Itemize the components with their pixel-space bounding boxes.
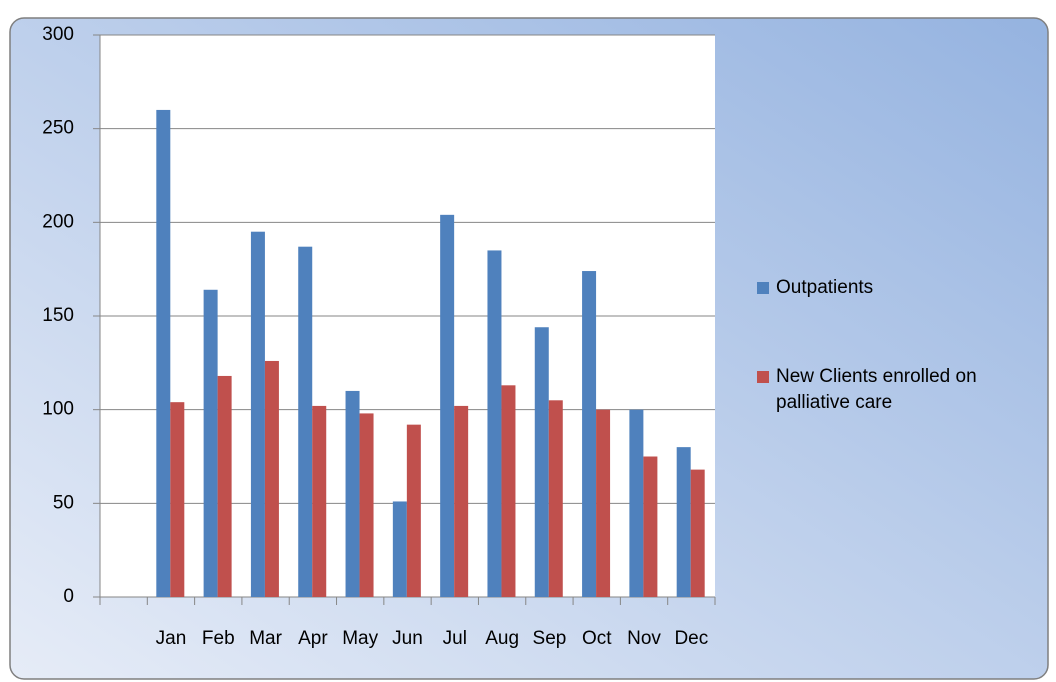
x-tick-label: Oct <box>582 628 612 649</box>
y-tick-label: 0 <box>63 586 74 607</box>
bar <box>690 469 705 597</box>
y-tick-label: 200 <box>42 211 74 232</box>
y-tick-label: 150 <box>42 305 74 326</box>
y-tick-label: 250 <box>42 118 74 139</box>
y-tick-label: 50 <box>53 492 74 513</box>
bar <box>392 501 407 597</box>
x-tick-label: Jun <box>392 628 423 649</box>
bar <box>264 360 279 597</box>
legend-swatch <box>757 282 769 294</box>
y-tick-label: 100 <box>42 399 74 420</box>
x-tick-label: May <box>342 628 378 649</box>
x-tick-label: Feb <box>202 628 235 649</box>
x-tick-label: Mar <box>249 628 282 649</box>
bar <box>298 246 313 598</box>
x-tick-label: Sep <box>533 628 567 649</box>
x-tick-label: Nov <box>627 628 661 649</box>
legend-label: Outpatients <box>776 277 874 298</box>
x-tick-label: Jul <box>443 628 467 649</box>
legend-swatch <box>757 371 769 383</box>
bar <box>487 250 502 597</box>
x-tick-label: Aug <box>485 628 519 649</box>
bar <box>582 271 597 597</box>
y-tick-label: 300 <box>42 24 74 45</box>
x-tick-label: Jan <box>156 628 187 649</box>
bar <box>643 456 658 597</box>
bar <box>170 402 185 597</box>
bar <box>629 409 644 597</box>
bar <box>501 385 516 597</box>
x-tick-label: Apr <box>298 628 328 649</box>
bar <box>440 214 455 597</box>
bar <box>548 400 563 597</box>
bar <box>534 327 549 597</box>
bar <box>345 390 360 597</box>
bar <box>156 109 171 597</box>
bar <box>406 424 421 597</box>
bar <box>676 447 691 597</box>
bar <box>203 289 218 597</box>
bar <box>250 231 265 597</box>
bar <box>359 413 374 597</box>
bar <box>596 409 611 597</box>
bar <box>454 405 469 597</box>
legend-label: New Clients enrolled on palliative care <box>776 366 977 413</box>
x-tick-label: Dec <box>674 628 708 649</box>
bar <box>312 405 327 597</box>
bar <box>217 375 232 597</box>
